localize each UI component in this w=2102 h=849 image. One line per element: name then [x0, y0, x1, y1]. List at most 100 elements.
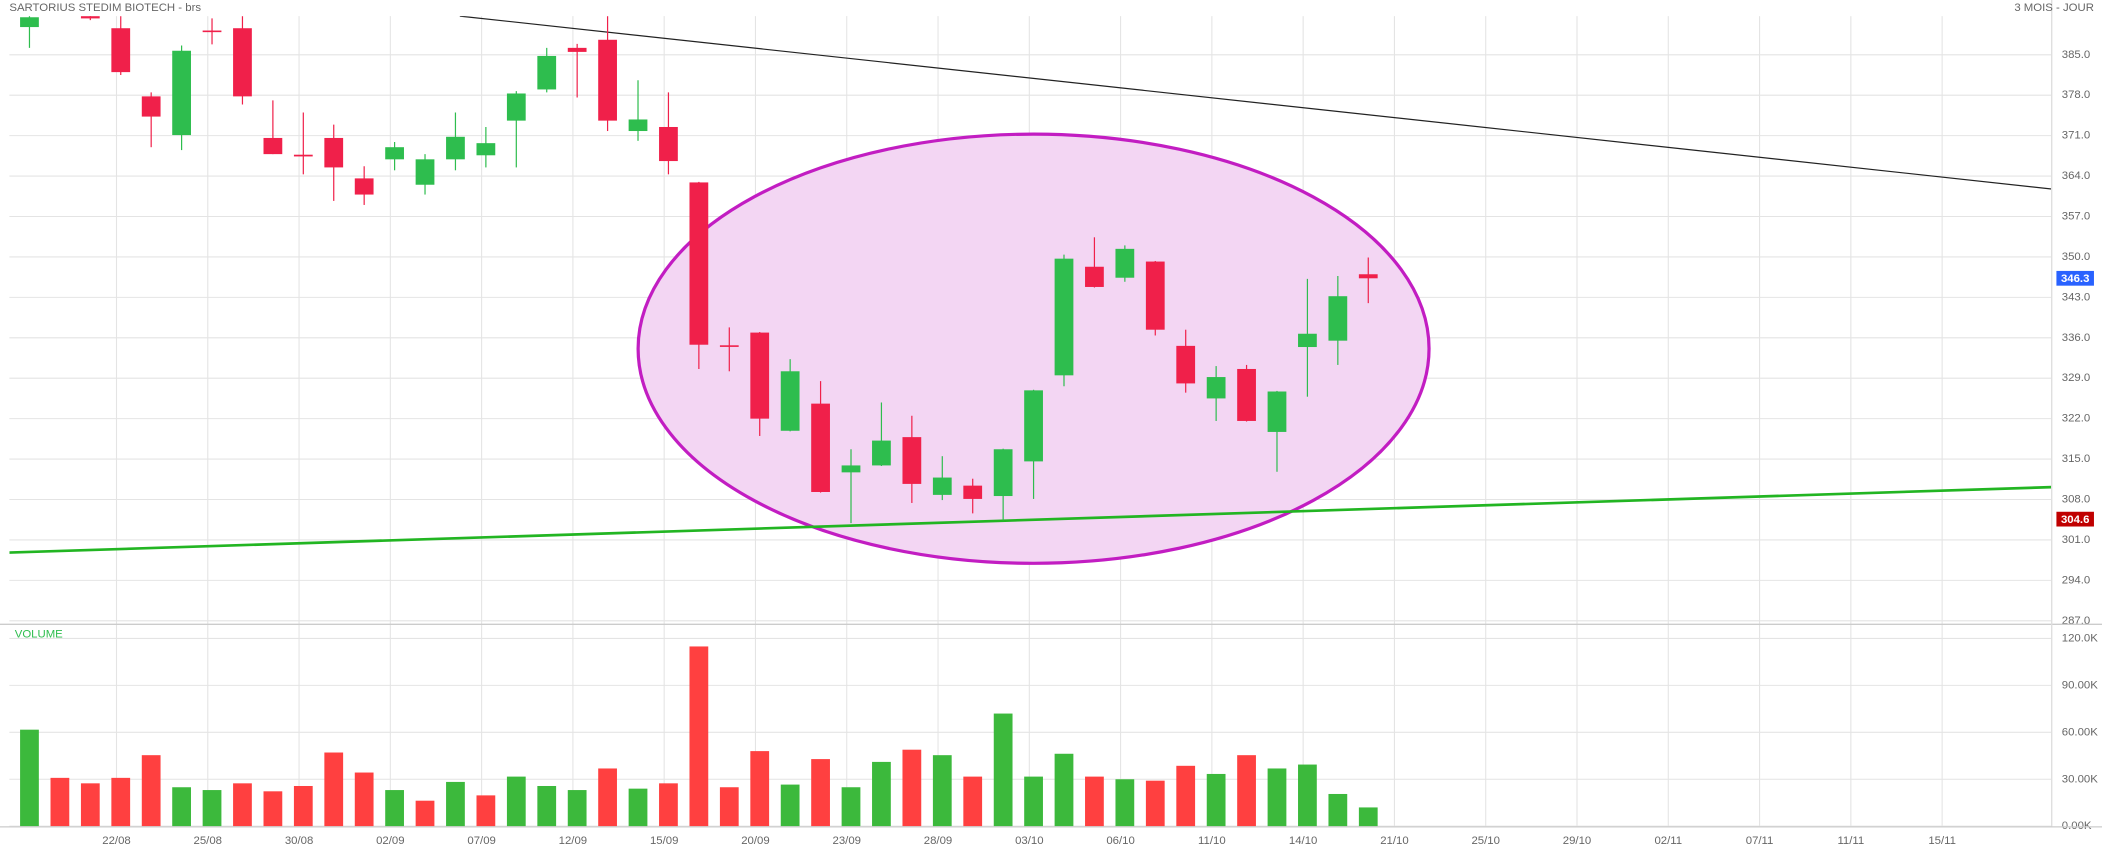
volume-bar	[1024, 776, 1043, 827]
volume-bar	[750, 751, 770, 827]
volume-bar	[1267, 768, 1287, 827]
y-tick-label: 301.0	[2062, 534, 2090, 546]
volume-bar	[506, 776, 526, 827]
candle-body	[1328, 296, 1348, 341]
volume-bar	[354, 772, 374, 827]
x-tick-label: 15/09	[650, 835, 678, 847]
candle-body	[811, 403, 830, 492]
volume-bar	[20, 729, 39, 827]
candle-body	[506, 93, 526, 121]
y-tick-label: 378.0	[2062, 89, 2090, 101]
volume-tick-label: 60.00K	[2062, 726, 2098, 738]
x-tick-label: 28/09	[924, 835, 952, 847]
volume-bar	[841, 787, 861, 827]
volume-bar	[689, 646, 709, 827]
volume-bar	[50, 777, 70, 827]
candle-body	[750, 332, 770, 419]
volume-bar	[932, 755, 952, 827]
candle-body	[1267, 391, 1287, 432]
volume-tick-label: 120.0K	[2062, 632, 2098, 644]
volume-title: VOLUME	[15, 628, 63, 640]
candle-body	[1085, 266, 1104, 287]
volume-bar	[1145, 780, 1165, 827]
y-tick-label: 336.0	[2062, 332, 2090, 344]
y-tick-label: 385.0	[2062, 49, 2090, 61]
volume-bar	[811, 759, 830, 827]
x-tick-label: 07/11	[1746, 835, 1774, 847]
candle-body	[1237, 368, 1256, 421]
candle-body	[80, 16, 100, 19]
volume-bar	[1054, 753, 1074, 827]
candle-body	[446, 136, 465, 160]
price-marker	[2056, 270, 2094, 286]
candle-body	[537, 55, 557, 90]
volume-bar	[446, 781, 465, 827]
x-tick-label: 11/11	[1837, 835, 1864, 847]
volume-bar	[1298, 764, 1317, 827]
candle-body	[1176, 345, 1196, 384]
x-tick-label: 14/10	[1289, 835, 1317, 847]
x-tick-label: 22/08	[102, 835, 130, 847]
volume-bar	[567, 790, 587, 827]
x-tick-label: 15/11	[1928, 835, 1956, 847]
y-tick-label: 329.0	[2062, 372, 2090, 384]
candle-body	[476, 143, 496, 156]
candle-body	[293, 154, 313, 157]
x-tick-label: 30/08	[285, 835, 313, 847]
volume-bar	[1206, 773, 1226, 827]
candle-body	[628, 119, 648, 132]
volume-bars	[20, 646, 1378, 827]
volume-tick-label: 30.00K	[2062, 773, 2098, 785]
volume-bar	[1115, 779, 1135, 827]
candle-body	[1024, 390, 1043, 462]
candle-body	[111, 28, 131, 73]
x-tick-label: 29/10	[1563, 835, 1591, 847]
volume-bar	[628, 788, 648, 827]
price-marker-label: 346.3	[2061, 273, 2089, 285]
chart-subtitle: 3 MOIS - JOUR	[2014, 2, 2094, 14]
volume-bar	[1328, 793, 1348, 827]
price-marker-label: 304.6	[2061, 514, 2089, 526]
volume-bar	[780, 784, 800, 827]
candle-body	[354, 178, 374, 195]
x-tick-label: 12/09	[559, 835, 587, 847]
candle-body	[263, 137, 283, 155]
volume-bar	[111, 777, 131, 827]
volume-bar	[659, 783, 678, 827]
x-tick-label: 11/10	[1198, 835, 1226, 847]
x-tick-label: 25/10	[1471, 835, 1499, 847]
candle-body	[415, 159, 435, 185]
y-tick-label: 343.0	[2062, 291, 2090, 303]
candle-body	[872, 440, 891, 466]
candle-body	[385, 147, 404, 160]
candle-body	[202, 30, 222, 33]
candle-body	[1358, 274, 1378, 279]
volume-bar	[1237, 755, 1256, 827]
volume-bar	[80, 783, 100, 827]
candle-body	[141, 96, 161, 117]
volume-bar	[1358, 807, 1378, 827]
candle-body	[1145, 261, 1165, 330]
y-tick-label: 322.0	[2062, 413, 2090, 425]
y-tick-label: 308.0	[2062, 494, 2090, 506]
drawings	[9, 16, 2052, 565]
candle-body	[780, 371, 800, 431]
candle-body	[1206, 377, 1226, 399]
x-tick-label: 21/10	[1380, 835, 1408, 847]
y-tick-label: 371.0	[2062, 130, 2090, 142]
volume-bar	[233, 783, 252, 827]
volume-bar	[537, 785, 557, 827]
volume-bar	[324, 752, 344, 827]
volume-bar	[263, 791, 283, 827]
candle-body	[841, 465, 861, 473]
x-tick-label: 02/09	[376, 835, 404, 847]
candle-body	[689, 182, 709, 345]
volume-bar	[993, 713, 1013, 827]
resistance-line	[459, 16, 2052, 190]
x-tick-label: 20/09	[741, 835, 769, 847]
candle-body	[598, 39, 617, 121]
highlight-ellipse	[636, 132, 1431, 565]
volume-bar	[872, 761, 891, 827]
y-tick-label: 350.0	[2062, 251, 2090, 263]
